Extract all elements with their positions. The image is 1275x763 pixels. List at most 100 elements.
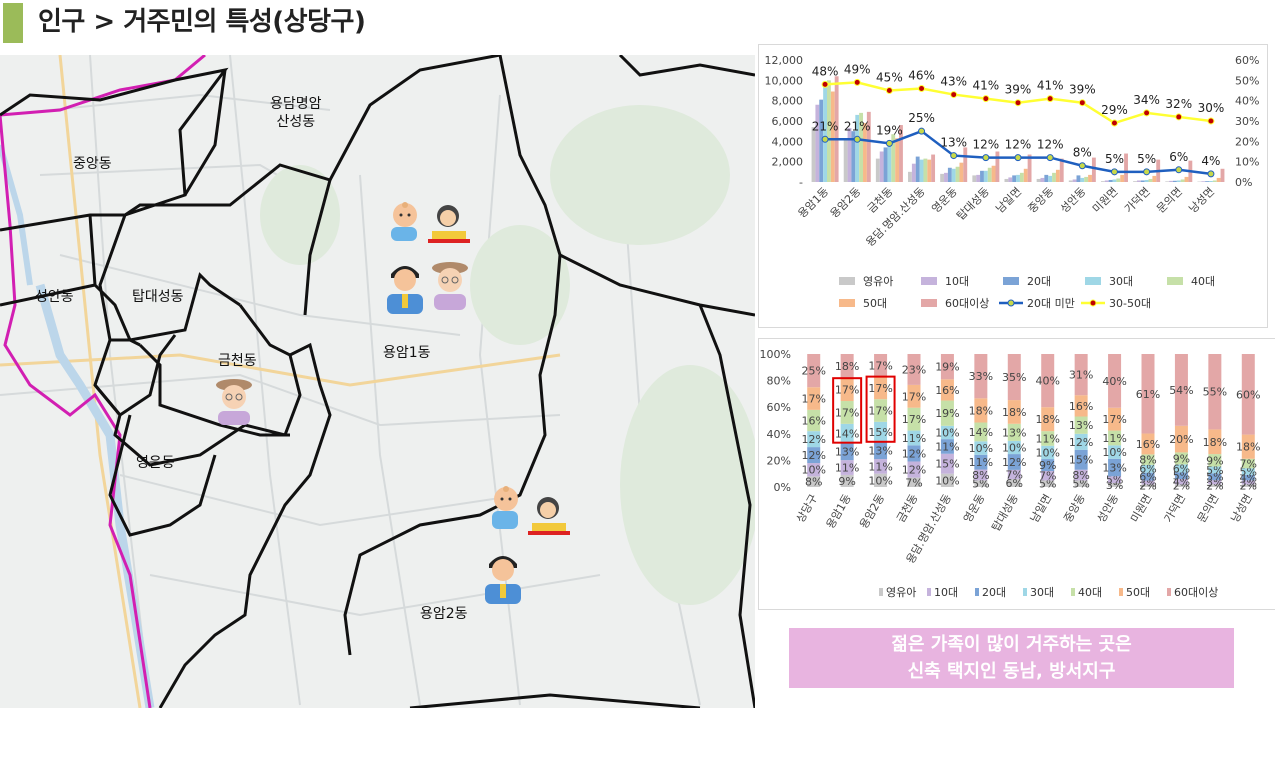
legend-swatch [839,277,855,285]
data-label: 14% [969,426,993,439]
bar [987,167,992,182]
bar [1208,180,1213,182]
dong-label-yongam2: 용암2동 [420,606,468,622]
stack-segment [1174,472,1188,480]
bar [1088,174,1092,182]
stack-segment [974,422,988,442]
stack-segment [1208,354,1222,430]
bar [1136,180,1141,182]
y-tick-label: 20% [767,454,791,467]
stack-segment [1074,480,1088,487]
legend-label: 20대 [982,586,1006,599]
y2-tick-label: 10% [1235,156,1259,169]
baby-icon [492,486,518,529]
bar [1169,180,1173,182]
data-label: 31% [1069,369,1093,382]
data-label: 15% [935,458,959,471]
data-label: 8% [1139,454,1156,467]
legend-label: 60대이상 [1174,586,1218,599]
bar [843,140,848,182]
data-label: 7% [1006,468,1023,481]
x-tick-label: 성안동 [1058,185,1089,216]
age-count-chart-panel: - 2,000 4,000 6,000 8,000 10,000 12,000 0% 10% 20… [758,44,1268,328]
data-label: 25% [908,111,935,125]
line-point [1014,99,1022,107]
stack-segment [807,463,821,477]
line-point [1110,119,1118,127]
legend-swatch [1007,299,1015,307]
data-label: 16% [1069,400,1093,413]
data-label: 18% [1203,436,1227,449]
stack-segment [940,425,954,440]
line-point [1046,95,1054,103]
bar [834,76,839,182]
data-label: 13% [835,445,859,458]
line-point [853,135,861,143]
line-point [918,84,926,92]
data-label: 15% [868,426,892,439]
district-map: 용담명암 산성동 중앙동 성안동 탑대성동 금천동 용암1동 영운동 용암2동 [0,55,755,708]
stack-segment [1041,431,1055,446]
stack-segment [1208,484,1222,487]
stack-segment [1174,479,1188,485]
bar [1108,179,1113,182]
data-label: 10% [1102,446,1126,459]
bar [811,127,816,182]
page-title: 인구 > 거주민의 특성(상당구) [38,7,366,37]
stack-segment [1074,416,1088,434]
data-label: 9% [1206,454,1223,467]
y2-tick-label: 60% [1235,54,1259,67]
data-label: 9% [1039,459,1056,472]
student-icon [428,205,470,243]
data-label: 10% [935,474,959,487]
stack-segment [1108,476,1122,483]
highlight-box [832,377,863,444]
data-label: 6% [1169,150,1188,164]
x-tick-label: 성안동 [1095,492,1121,525]
stack-segment [1241,484,1255,487]
data-label: 41% [973,79,1000,93]
data-label: 5% [1039,478,1056,491]
line-point [1078,162,1086,170]
stack-segment [1141,354,1155,434]
stack-segment [1108,482,1122,487]
data-label: 13% [1102,462,1126,475]
stack-segment [1141,454,1155,465]
stack-segment [807,387,821,410]
bar [972,175,977,182]
stack-segment [940,439,954,454]
stack-segment [974,354,988,399]
data-label: 18% [1002,406,1026,419]
bar [1133,181,1137,182]
bar [940,173,945,182]
stack-segment [907,430,921,446]
legend-swatch [839,299,855,307]
data-label: 39% [1069,83,1096,97]
data-label: 21% [812,119,839,133]
x-tick-label: 금천동 [864,184,895,215]
bar [1148,178,1153,182]
data-label: 7% [1240,457,1257,470]
stack-segment [1141,484,1155,487]
legend-swatch [1023,588,1027,596]
y-tick-label: 4,000 [772,135,804,148]
legend-label: 10대 [945,275,969,288]
man-icon [387,266,423,314]
legend-label: 50대 [1126,586,1150,599]
line-point [1110,168,1118,176]
bar [976,174,981,182]
bar [1172,180,1177,182]
data-label: 17% [835,406,859,419]
legend-swatch [1167,277,1183,285]
stack-segment [1074,395,1088,417]
data-label: 17% [902,413,926,426]
bar [1004,178,1009,182]
bar [1100,181,1105,182]
data-label: 13% [1069,419,1093,432]
callout-line-1: 젊은 가족이 많이 거주하는 곳은 [891,634,1132,655]
legend-swatch [921,277,937,285]
stack-segment [1174,452,1188,465]
data-label: 5% [972,478,989,491]
bar [911,163,916,182]
bar [887,140,892,182]
